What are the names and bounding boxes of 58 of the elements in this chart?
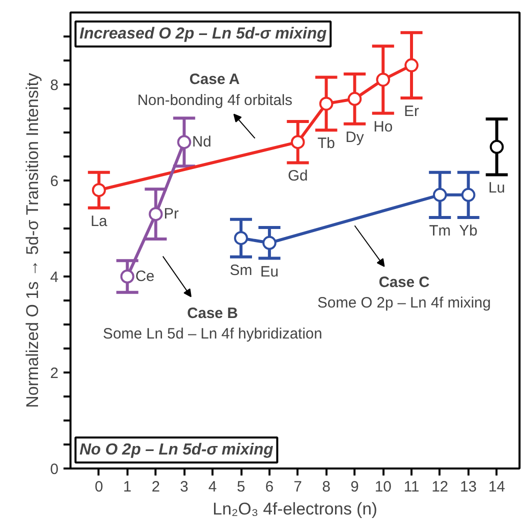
point	[262, 236, 276, 250]
x-tick-label: 14	[488, 478, 506, 496]
annotation: Case A	[189, 71, 240, 88]
x-tick-label: 8	[322, 478, 330, 496]
annotation: Tm	[429, 222, 451, 240]
annotation: Increased O 2p – Ln 5d-σ mixing	[80, 26, 327, 42]
x-tick-label: 3	[180, 478, 188, 496]
x-tick-label: 1	[123, 478, 132, 496]
x-tick-label: 7	[294, 478, 302, 496]
annotation: Nd	[192, 134, 212, 151]
point	[234, 231, 248, 246]
y-tick-label: 2	[50, 365, 58, 382]
x-tick-label: 5	[236, 478, 246, 496]
annotation: Tb	[318, 135, 336, 152]
annotation: Case B	[187, 304, 238, 322]
annotation: Gd	[288, 168, 308, 185]
annotation: Case C	[378, 274, 430, 291]
x-tick-label: 10	[374, 478, 392, 496]
annotation: La	[90, 212, 108, 230]
annotation: No O 2p – Ln 5d-σ mixing	[80, 442, 274, 458]
annotation: Eu	[260, 263, 279, 280]
annotation: Dy	[346, 128, 364, 146]
y-axis-title: Normalized O 1s → 5d-σ Transition Intensity	[23, 72, 42, 408]
point	[319, 96, 334, 111]
x-tick-label: 6	[265, 478, 274, 496]
annotation: Some O 2p – Ln 4f mixing	[317, 294, 491, 312]
y-tick-label: 0	[50, 461, 58, 478]
y-tick-label: 8	[50, 77, 58, 94]
point	[432, 188, 447, 202]
x-tick-label: 12	[432, 478, 448, 496]
point	[404, 58, 419, 72]
annotation: Lu	[488, 180, 506, 197]
point	[290, 135, 305, 150]
annotation: Ho	[374, 118, 393, 136]
y-tick-label: 4	[50, 269, 58, 286]
point	[348, 92, 362, 106]
x-tick-label: 13	[460, 478, 477, 496]
y-tick-label: 6	[50, 173, 58, 190]
x-axis-title: Ln₂O₃ 4f-electrons (n)	[212, 500, 378, 518]
point	[490, 140, 504, 154]
x-tick-label: 11	[404, 478, 420, 496]
annotation: Er	[404, 102, 420, 120]
annotation: Ce	[135, 268, 155, 285]
annotation: Sm	[230, 262, 252, 279]
point	[376, 72, 390, 87]
x-tick-label: 0	[94, 478, 104, 496]
point	[461, 188, 476, 202]
annotation: Some Ln 5d – Ln 4f hybridization	[102, 326, 322, 343]
annotation: Yb	[459, 222, 478, 240]
annotation: Non-bonding 4f orbitals	[137, 92, 292, 109]
annotation: Pr	[164, 206, 179, 223]
point	[177, 135, 192, 150]
x-tick-label: 9	[350, 478, 359, 496]
point	[148, 207, 163, 222]
x-tick-label: 4	[208, 478, 217, 496]
point	[92, 183, 106, 198]
x-tick-label: 2	[152, 478, 160, 496]
point	[120, 270, 134, 284]
